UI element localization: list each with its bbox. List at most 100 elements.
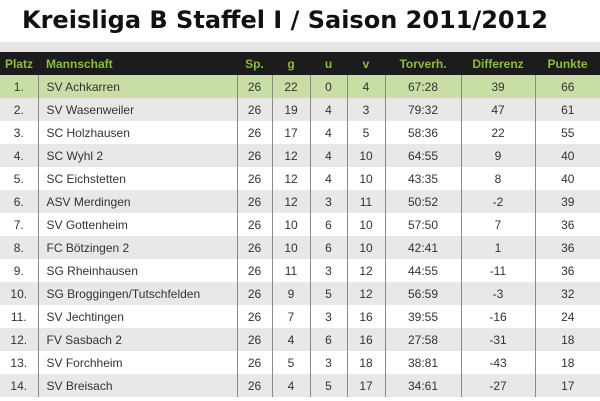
cell-mannschaft: SC Eichstetten [37, 167, 237, 190]
table-row: 5. SC Eichstetten 26 12 4 10 43:35 8 40 [0, 167, 600, 190]
cell-punkte: 36 [534, 236, 600, 259]
column-header-unentschieden: u [310, 52, 347, 75]
cell-mannschaft: SV Gottenheim [37, 213, 237, 236]
cell-torverhaeltnis: 57:50 [384, 213, 461, 236]
cell-verloren: 17 [346, 374, 385, 397]
cell-spiele: 26 [236, 305, 272, 328]
cell-gewonnen: 12 [271, 144, 310, 167]
cell-platz: 3. [0, 121, 38, 144]
standings-table: Platz Mannschaft Sp. g u v Torverh. Differenz Pu… [0, 52, 600, 397]
cell-mannschaft: SV Achkarren [37, 75, 237, 98]
cell-punkte: 17 [534, 374, 600, 397]
column-header-spiele: Sp. [237, 52, 272, 75]
cell-gewonnen: 9 [271, 282, 310, 305]
cell-unentschieden: 4 [309, 98, 347, 121]
cell-punkte: 39 [534, 190, 600, 213]
cell-differenz: 9 [460, 144, 535, 167]
cell-unentschieden: 4 [309, 121, 347, 144]
cell-punkte: 61 [534, 98, 600, 121]
cell-verloren: 16 [346, 328, 385, 351]
column-header-gewonnen: g [272, 52, 310, 75]
cell-gewonnen: 12 [271, 190, 310, 213]
cell-platz: 12. [0, 328, 38, 351]
table-row: 13. SV Forchheim 26 5 3 18 38:81 -43 18 [0, 351, 600, 374]
cell-differenz: 7 [460, 213, 535, 236]
cell-spiele: 26 [236, 213, 272, 236]
cell-spiele: 26 [236, 98, 272, 121]
cell-mannschaft: SC Wyhl 2 [37, 144, 237, 167]
cell-verloren: 10 [346, 167, 385, 190]
cell-torverhaeltnis: 42:41 [384, 236, 461, 259]
cell-torverhaeltnis: 39:55 [384, 305, 461, 328]
page-title: Kreisliga B Staffel I / Saison 2011/2012 [22, 6, 548, 34]
cell-gewonnen: 19 [271, 98, 310, 121]
cell-differenz: -43 [460, 351, 535, 374]
cell-spiele: 26 [236, 374, 272, 397]
cell-unentschieden: 0 [309, 75, 347, 98]
cell-punkte: 55 [534, 121, 600, 144]
cell-torverhaeltnis: 58:36 [384, 121, 461, 144]
cell-punkte: 32 [534, 282, 600, 305]
cell-torverhaeltnis: 56:59 [384, 282, 461, 305]
cell-gewonnen: 22 [271, 75, 310, 98]
cell-spiele: 26 [236, 75, 272, 98]
cell-gewonnen: 5 [271, 351, 310, 374]
cell-unentschieden: 6 [309, 328, 347, 351]
table-row: 8. FC Bötzingen 2 26 10 6 10 42:41 1 36 [0, 236, 600, 259]
cell-gewonnen: 12 [271, 167, 310, 190]
cell-verloren: 5 [346, 121, 385, 144]
cell-differenz: -3 [460, 282, 535, 305]
cell-platz: 9. [0, 259, 38, 282]
cell-platz: 11. [0, 305, 38, 328]
cell-differenz: 47 [460, 98, 535, 121]
cell-verloren: 3 [346, 98, 385, 121]
cell-verloren: 12 [346, 259, 385, 282]
cell-unentschieden: 6 [309, 236, 347, 259]
cell-verloren: 10 [346, 213, 385, 236]
cell-torverhaeltnis: 34:61 [384, 374, 461, 397]
cell-mannschaft: SG Rheinhausen [37, 259, 237, 282]
cell-torverhaeltnis: 27:58 [384, 328, 461, 351]
cell-unentschieden: 3 [309, 305, 347, 328]
cell-platz: 14. [0, 374, 38, 397]
cell-verloren: 4 [346, 75, 385, 98]
cell-punkte: 40 [534, 144, 600, 167]
cell-mannschaft: SV Breisach [37, 374, 237, 397]
table-row: 10. SG Broggingen/Tutschfelden 26 9 5 12 56:59… [0, 282, 600, 305]
column-header-punkte: Punkte [535, 52, 600, 75]
cell-unentschieden: 3 [309, 190, 347, 213]
cell-torverhaeltnis: 64:55 [384, 144, 461, 167]
cell-verloren: 18 [346, 351, 385, 374]
table-row: 2. SV Wasenweiler 26 19 4 3 79:32 47 61 [0, 98, 600, 121]
cell-unentschieden: 4 [309, 167, 347, 190]
cell-punkte: 24 [534, 305, 600, 328]
cell-unentschieden: 5 [309, 282, 347, 305]
cell-platz: 7. [0, 213, 38, 236]
cell-platz: 1. [0, 75, 38, 98]
divider-strip [0, 42, 600, 52]
cell-spiele: 26 [236, 167, 272, 190]
cell-differenz: -31 [460, 328, 535, 351]
cell-torverhaeltnis: 44:55 [384, 259, 461, 282]
table-row: 9. SG Rheinhausen 26 11 3 12 44:55 -11 36 [0, 259, 600, 282]
cell-torverhaeltnis: 79:32 [384, 98, 461, 121]
cell-platz: 5. [0, 167, 38, 190]
cell-punkte: 36 [534, 259, 600, 282]
cell-platz: 8. [0, 236, 38, 259]
cell-differenz: 1 [460, 236, 535, 259]
cell-spiele: 26 [236, 144, 272, 167]
cell-mannschaft: SC Holzhausen [37, 121, 237, 144]
cell-platz: 2. [0, 98, 38, 121]
cell-unentschieden: 3 [309, 259, 347, 282]
cell-punkte: 66 [534, 75, 600, 98]
column-header-mannschaft: Mannschaft [38, 52, 237, 75]
cell-torverhaeltnis: 50:52 [384, 190, 461, 213]
cell-verloren: 12 [346, 282, 385, 305]
cell-platz: 13. [0, 351, 38, 374]
table-row: 11. SV Jechtingen 26 7 3 16 39:55 -16 24 [0, 305, 600, 328]
cell-differenz: -11 [460, 259, 535, 282]
cell-differenz: -27 [460, 374, 535, 397]
table-header: Platz Mannschaft Sp. g u v Torverh. Differenz Pu… [0, 52, 600, 75]
cell-verloren: 11 [346, 190, 385, 213]
cell-mannschaft: FC Bötzingen 2 [37, 236, 237, 259]
